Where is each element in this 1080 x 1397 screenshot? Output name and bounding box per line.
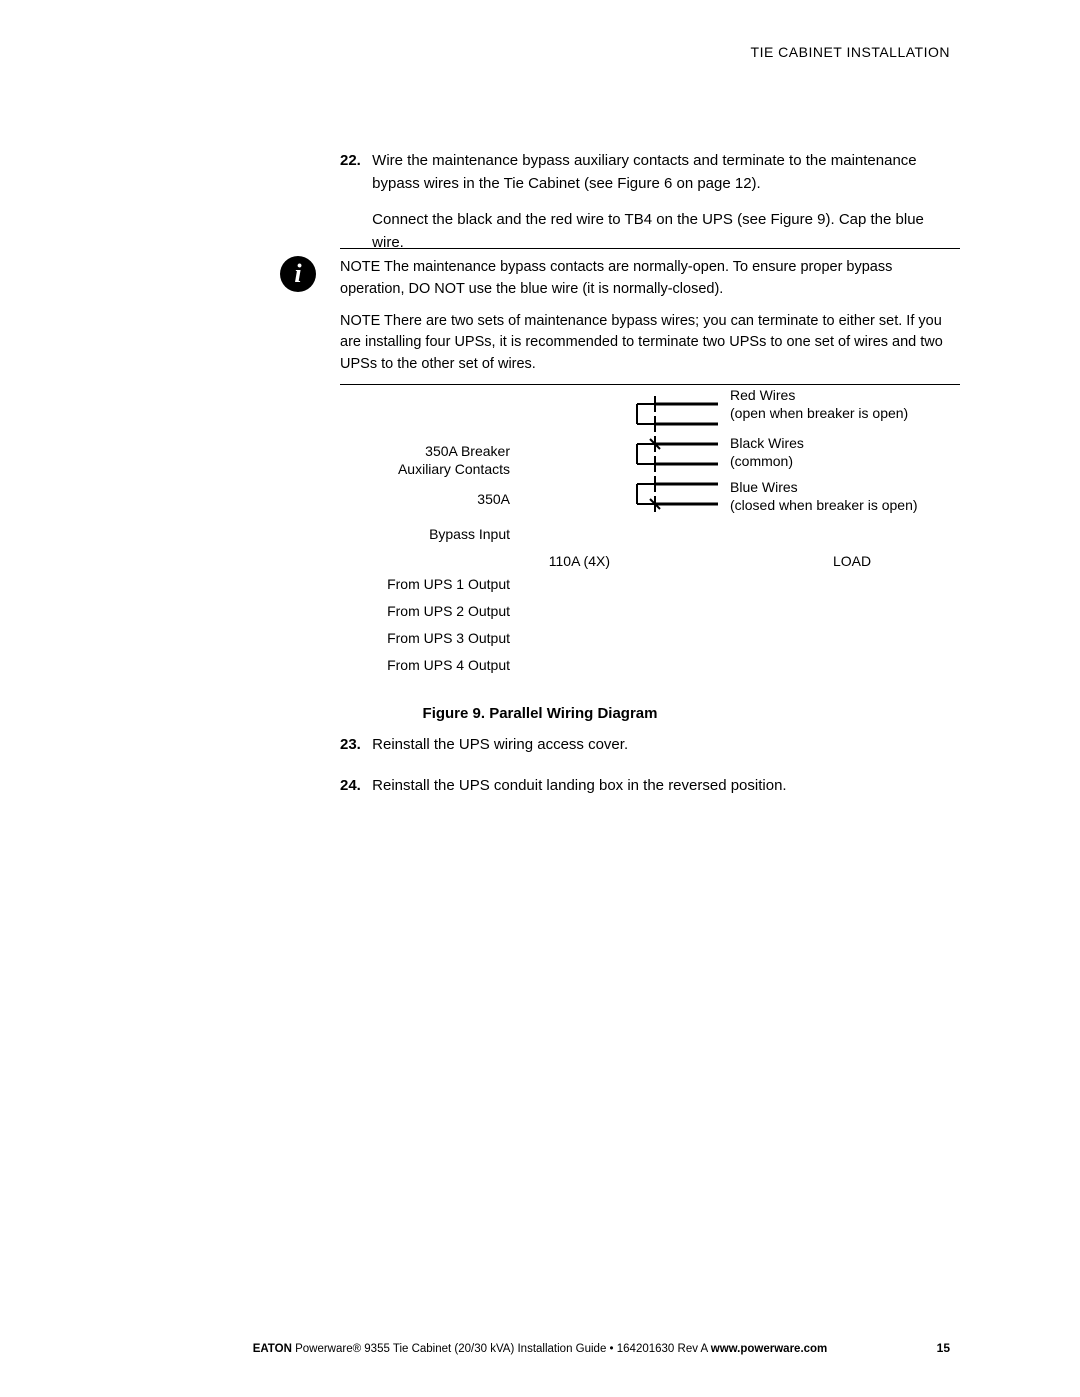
step-number: 23. [340, 734, 368, 757]
label-ups4: From UPS 4 Output [340, 656, 510, 674]
step-number: 24. [340, 775, 368, 798]
page-number: 15 [937, 1341, 950, 1355]
contact-schematic [340, 380, 960, 530]
header-title: TIE CABINET INSTALLATION [751, 44, 950, 60]
page-header: TIE CABINET INSTALLATION [751, 44, 950, 60]
label-load: LOAD [833, 552, 871, 570]
figure-caption: Figure 9. Parallel Wiring Diagram [0, 705, 1080, 722]
note-2: NOTE There are two sets of maintenance b… [340, 311, 960, 376]
footer-url: www.powerware.com [711, 1343, 828, 1355]
step-body: Wire the maintenance bypass auxiliary co… [372, 150, 952, 254]
step-text: Reinstall the UPS wiring access cover. [372, 734, 952, 757]
label-ups3: From UPS 3 Output [340, 629, 510, 647]
info-icon: i [280, 256, 316, 292]
steps-after-block: 23. Reinstall the UPS wiring access cove… [340, 734, 960, 815]
page-footer: EATON Powerware® 9355 Tie Cabinet (20/30… [0, 1343, 1080, 1355]
step-number: 22. [340, 150, 368, 173]
step-text: Reinstall the UPS conduit landing box in… [372, 775, 952, 798]
note-1: NOTE The maintenance bypass contacts are… [340, 257, 960, 301]
footer-mid: Powerware® 9355 Tie Cabinet (20/30 kVA) … [292, 1343, 711, 1355]
note-block: i NOTE The maintenance bypass contacts a… [280, 248, 960, 385]
label-ups1: From UPS 1 Output [340, 575, 510, 593]
step-text: Wire the maintenance bypass auxiliary co… [372, 152, 916, 192]
step-24: 24. Reinstall the UPS conduit landing bo… [340, 775, 960, 798]
step-22: 22. Wire the maintenance bypass auxiliar… [340, 150, 960, 254]
label-110a: 110A (4X) [340, 552, 610, 570]
footer-brand: EATON [253, 1343, 292, 1355]
step-23: 23. Reinstall the UPS wiring access cove… [340, 734, 960, 757]
wiring-diagram: 350A Breaker Auxiliary Contacts 350A Byp… [340, 380, 960, 700]
label-ups2: From UPS 2 Output [340, 602, 510, 620]
note-text-container: NOTE The maintenance bypass contacts are… [340, 248, 960, 385]
